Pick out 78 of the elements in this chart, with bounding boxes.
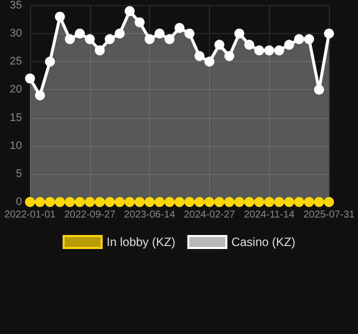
point	[254, 45, 264, 56]
legend-label: In lobby (KZ)	[106, 235, 176, 249]
point	[184, 28, 194, 39]
y-tick-label: 35	[10, 0, 22, 12]
point	[84, 34, 95, 44]
x-tick-label: 2023-06-14	[124, 210, 176, 220]
y-tick-label: 10	[10, 140, 22, 152]
point	[314, 197, 324, 207]
point	[64, 197, 75, 207]
point	[304, 34, 314, 44]
point	[194, 197, 204, 207]
point	[54, 197, 65, 207]
point	[264, 45, 274, 56]
point	[124, 197, 135, 207]
point	[124, 6, 135, 16]
point	[114, 197, 125, 207]
y-tick-label: 5	[16, 168, 22, 180]
point	[314, 84, 324, 95]
legend-label: Casino (KZ)	[231, 235, 296, 249]
point	[74, 197, 85, 207]
point	[144, 34, 155, 44]
point	[164, 34, 175, 44]
point	[194, 51, 204, 62]
point	[324, 28, 334, 39]
point	[25, 73, 35, 84]
point	[254, 197, 264, 207]
point	[214, 40, 224, 50]
point	[144, 197, 155, 207]
point	[264, 197, 274, 207]
point	[94, 45, 105, 56]
point	[214, 197, 224, 207]
point	[174, 22, 184, 33]
point	[204, 197, 214, 207]
y-tick-label: 30	[10, 28, 22, 40]
y-tick-label: 15	[10, 112, 22, 124]
y-tick-label: 25	[10, 56, 22, 68]
point	[154, 28, 165, 39]
point	[274, 197, 284, 207]
point	[204, 56, 214, 67]
point	[184, 197, 194, 207]
point	[54, 12, 65, 22]
point	[244, 197, 254, 207]
x-tick-label: 2022-01-01	[4, 210, 56, 220]
x-tick-label: 2022-09-27	[64, 210, 116, 220]
point	[44, 56, 55, 67]
x-tick-label: 2025-07-31	[303, 210, 356, 220]
point	[174, 197, 184, 207]
point	[34, 197, 45, 207]
point	[234, 197, 244, 207]
point	[164, 197, 175, 207]
point	[294, 197, 304, 207]
point	[94, 197, 105, 207]
point	[234, 28, 244, 39]
point	[134, 17, 145, 28]
point	[134, 197, 145, 207]
point	[34, 90, 45, 100]
point	[64, 34, 75, 44]
point	[104, 34, 115, 44]
point	[104, 197, 115, 207]
point	[114, 28, 125, 39]
point	[244, 40, 254, 50]
y-tick-label: 20	[10, 84, 22, 96]
x-tick-label: 2024-02-27	[184, 210, 236, 220]
point	[294, 34, 304, 44]
point	[224, 51, 234, 62]
point	[154, 197, 165, 207]
point	[84, 197, 95, 207]
point	[25, 197, 35, 207]
point	[324, 197, 334, 207]
point	[274, 45, 284, 56]
point	[284, 40, 294, 50]
y-tick-label: 0	[16, 196, 22, 208]
point	[304, 197, 314, 207]
point	[44, 197, 55, 207]
point	[224, 197, 234, 207]
x-tick-label: 2024-11-14	[244, 210, 295, 220]
point	[74, 28, 85, 39]
point	[284, 197, 294, 207]
